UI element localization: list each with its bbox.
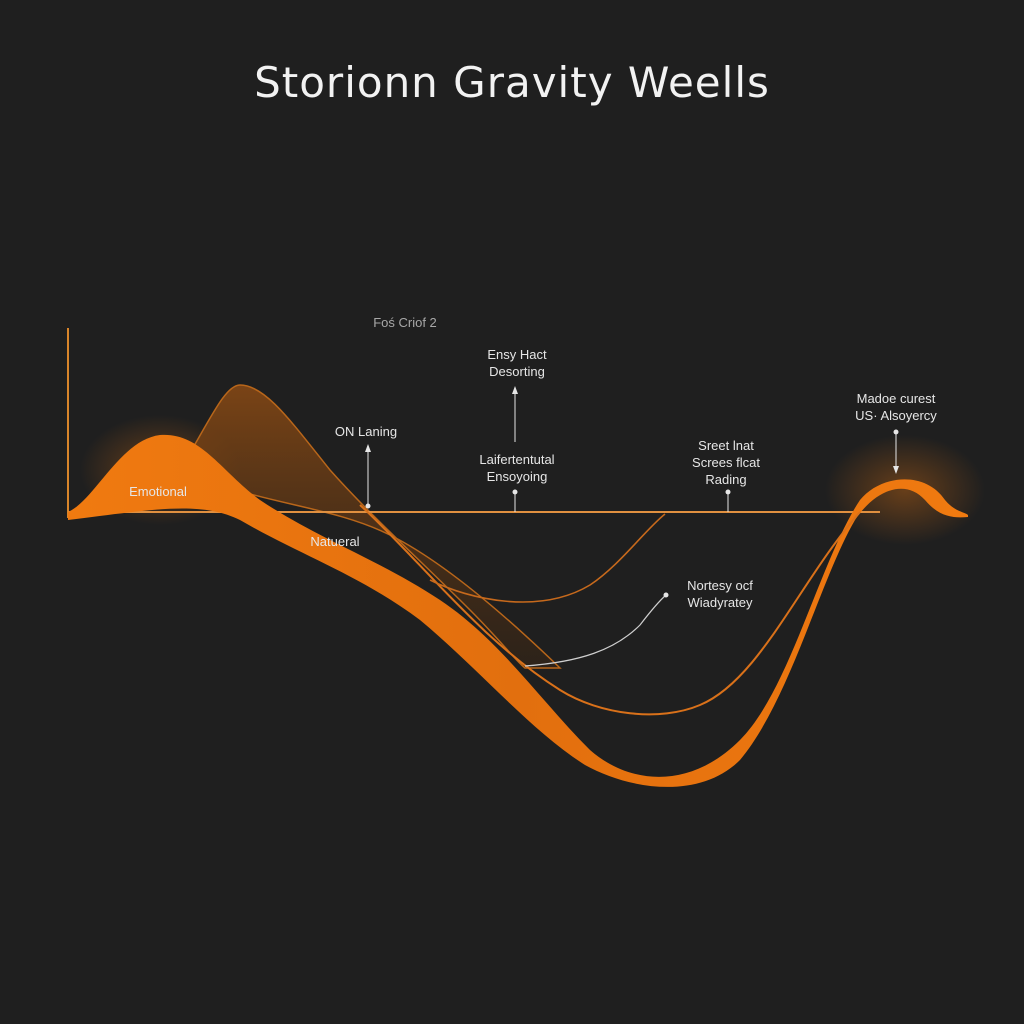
madoe-top-dot [893, 429, 899, 435]
nortesy-label-line2: Wiadyratey [687, 595, 753, 610]
nortesy-callout-line [524, 594, 667, 667]
shallow-well-curve [429, 513, 666, 603]
right-peak-glow [825, 435, 985, 545]
main-wave-band [68, 434, 968, 787]
nortesy-label-line1: Nortesy ocf [687, 578, 753, 593]
ensy-label-line2: Desorting [489, 364, 545, 379]
lafer-label-line2: Ensoyoing [486, 469, 548, 484]
emotional-label: Emotional [129, 484, 187, 499]
madoe-label-line2: US· Alsoyercy [855, 408, 937, 423]
diagram-title: Storionn Gravity Weells [254, 58, 770, 107]
ensy-arrowhead [512, 386, 518, 394]
sreet-label-line2: Screes flcat [692, 455, 760, 470]
natural-label: Natueral [310, 534, 360, 549]
lafer-label-line1: Laifertentutal [479, 452, 555, 467]
sreet-label-line3: Rading [705, 472, 747, 487]
sreet-label-line1: Sreet lnat [698, 438, 754, 453]
nortesy-callout-dot [663, 592, 669, 598]
ensy-label-line1: Ensy Hact [487, 347, 547, 362]
lafer-label-block: Laifertentutal Ensoyoing [452, 451, 582, 485]
ghost-wave [178, 384, 562, 669]
ensy-label-block: Ensy Hact Desorting [457, 346, 577, 380]
on-laning-label: ON Laning [334, 424, 398, 439]
madoe-arrowhead [893, 466, 899, 474]
madoe-label-block: Madoe curest US· Alsoyercy [832, 390, 960, 424]
lafer-dot [512, 489, 518, 495]
on-laning-dot [365, 503, 371, 509]
madoe-label-line1: Madoe curest [856, 391, 936, 406]
top-note-label: Foś Criof 2 [373, 315, 437, 330]
nortesy-label-block: Nortesy ocf Wiadyratey [664, 577, 776, 611]
on-laning-arrowhead [365, 444, 371, 452]
sreet-dot [725, 489, 731, 495]
secondary-well-curve [359, 504, 861, 716]
sreet-label-block: Sreet lnat Screes flcat Rading [670, 437, 782, 488]
